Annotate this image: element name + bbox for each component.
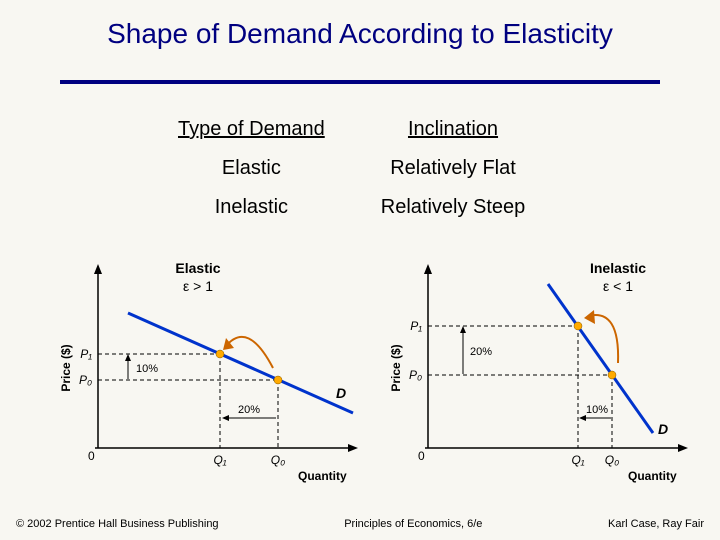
footer: © 2002 Prentice Hall Business Publishing… xyxy=(16,518,704,530)
y-axis-label: Price ($) xyxy=(390,344,403,391)
cell-type-0: Elastic xyxy=(150,149,353,188)
q1-label: Q₁ xyxy=(571,453,584,467)
qty-pct: 10% xyxy=(586,404,608,416)
chart-title: Inelastic xyxy=(590,260,646,276)
cell-type-1: Inelastic xyxy=(150,188,353,227)
chart-inelastic-svg: Inelastic ε < 1 Price ($) Quantity 0 D xyxy=(390,258,690,483)
y-axis-label: Price ($) xyxy=(60,344,73,391)
footer-right: Karl Case, Ray Fair xyxy=(608,518,704,530)
x-axis-label: Quantity xyxy=(628,469,677,483)
col-header-type: Type of Demand xyxy=(150,110,353,149)
table-row: Inelastic Relatively Steep xyxy=(150,188,553,227)
x-axis-label: Quantity xyxy=(298,469,347,483)
p1-label: P₁ xyxy=(410,319,422,333)
price-pct: 20% xyxy=(470,346,492,358)
chart-subtitle: ε < 1 xyxy=(603,278,633,294)
chart-elastic: Elastic ε > 1 Price ($) Quantity 0 D xyxy=(60,258,360,483)
col-header-inclination: Inclination xyxy=(353,110,554,149)
demand-table: Type of Demand Inclination Elastic Relat… xyxy=(150,110,553,227)
page-title: Shape of Demand According to Elasticity xyxy=(0,18,720,50)
cell-incl-0: Relatively Flat xyxy=(353,149,554,188)
origin-label: 0 xyxy=(418,449,425,463)
price-pct: 10% xyxy=(136,363,158,375)
slide: Shape of Demand According to Elasticity … xyxy=(0,0,720,540)
chart-elastic-svg: Elastic ε > 1 Price ($) Quantity 0 D xyxy=(60,258,360,483)
table-row: Elastic Relatively Flat xyxy=(150,149,553,188)
q1-label: Q₁ xyxy=(213,453,226,467)
q0-label: Q₀ xyxy=(271,453,285,467)
table-header-row: Type of Demand Inclination xyxy=(150,110,553,149)
p1-label: P₁ xyxy=(80,347,92,361)
cell-incl-1: Relatively Steep xyxy=(353,188,554,227)
p0-label: P₀ xyxy=(79,373,92,387)
origin-label: 0 xyxy=(88,449,95,463)
chart-title: Elastic xyxy=(175,260,220,276)
qty-pct: 20% xyxy=(238,404,260,416)
demand-label: D xyxy=(658,421,668,437)
demand-line xyxy=(128,313,353,413)
chart-inelastic: Inelastic ε < 1 Price ($) Quantity 0 D xyxy=(390,258,690,483)
chart-subtitle: ε > 1 xyxy=(183,278,213,294)
q0-label: Q₀ xyxy=(605,453,619,467)
footer-left: © 2002 Prentice Hall Business Publishing xyxy=(16,518,219,530)
demand-label: D xyxy=(336,385,346,401)
title-underline xyxy=(60,80,660,82)
p0-label: P₀ xyxy=(409,368,422,382)
footer-center: Principles of Economics, 6/e xyxy=(344,518,482,530)
charts-row: Elastic ε > 1 Price ($) Quantity 0 D xyxy=(60,258,680,488)
